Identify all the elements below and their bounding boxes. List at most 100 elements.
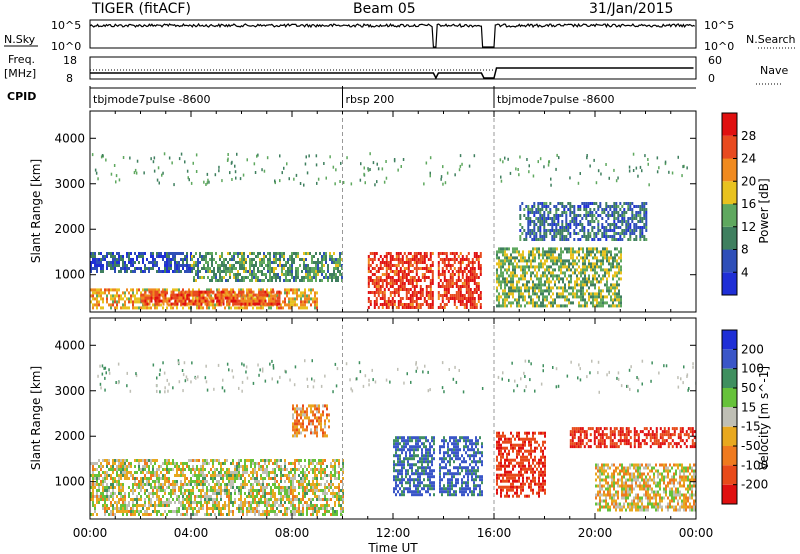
heatmap-cell — [437, 285, 440, 288]
heatmap-cell — [92, 468, 94, 471]
heatmap-cell — [633, 205, 636, 208]
heatmap-cell — [610, 283, 612, 287]
heatmap-cell — [242, 483, 244, 486]
heatmap-cell — [220, 462, 222, 465]
heatmap-cell — [197, 264, 199, 267]
heatmap-cell — [621, 214, 624, 217]
heatmap-cell — [641, 232, 644, 235]
heatmap-cell — [594, 292, 596, 296]
heatmap-cell — [564, 259, 566, 263]
heatmap-cell — [305, 264, 307, 267]
heatmap-cell — [186, 290, 189, 294]
heatmap-cell — [523, 208, 526, 211]
heatmap-cell — [529, 235, 532, 238]
heatmap-cell — [254, 299, 257, 303]
heatmap-cell — [527, 217, 530, 220]
heatmap-cell — [110, 486, 112, 489]
heatmap-cell — [158, 483, 160, 486]
heatmap-cell — [278, 293, 281, 297]
heatmap-cell — [213, 273, 215, 276]
heatmap-cell — [180, 471, 182, 474]
heatmap-cell — [459, 288, 462, 291]
heatmap-cell — [277, 258, 279, 261]
heatmap-cell — [233, 276, 235, 279]
heatmap-cell — [381, 258, 384, 261]
heatmap-cell — [258, 483, 260, 486]
heatmap-cell — [397, 276, 400, 279]
cpid-segment-label: rbsp 200 — [346, 93, 395, 106]
heatmap-cell — [447, 291, 450, 294]
heatmap-cell — [599, 229, 602, 232]
heatmap-cell — [255, 261, 257, 264]
heatmap-cell — [214, 477, 216, 480]
heatmap-cell — [520, 289, 522, 293]
heatmap-cell — [142, 459, 144, 462]
heatmap-cell — [635, 217, 638, 220]
heatmap-cell — [136, 495, 138, 498]
heatmap-cell — [174, 302, 177, 306]
heatmap-cell — [215, 273, 217, 276]
heatmap-cell — [616, 265, 618, 269]
heatmap-cell — [237, 273, 239, 276]
heatmap-cell — [552, 253, 554, 257]
heatmap-cell — [174, 258, 176, 261]
heatmap-cell — [367, 255, 370, 258]
heatmap-cell — [134, 477, 136, 480]
heatmap-cell — [268, 291, 270, 295]
heatmap-cell — [190, 299, 193, 303]
heatmap-cell — [639, 232, 642, 235]
heatmap-cell — [606, 289, 608, 293]
heatmap-cell — [278, 468, 280, 471]
heatmap-cell — [387, 261, 390, 264]
heatmap-cell — [331, 261, 333, 264]
heatmap-cell — [579, 214, 582, 217]
heatmap-cell — [551, 229, 554, 232]
heatmap-cell — [195, 170, 198, 173]
heatmap-cell — [269, 267, 271, 270]
heatmap-cell — [391, 297, 394, 300]
heatmap-cell — [580, 247, 582, 251]
heatmap-cell — [551, 238, 554, 241]
heatmap-cell — [277, 252, 279, 255]
heatmap-cell — [512, 268, 514, 272]
heatmap-cell — [565, 223, 568, 226]
heatmap-cell — [120, 483, 122, 486]
heatmap-cell — [581, 223, 584, 226]
heatmap-cell — [337, 267, 339, 270]
heatmap-cell — [520, 304, 522, 308]
heatmap-cell — [112, 498, 114, 501]
heatmap-cell — [222, 302, 225, 306]
heatmap-cell — [220, 489, 222, 492]
heatmap-cell — [96, 261, 98, 264]
heatmap-cell — [118, 510, 120, 513]
heatmap-cell — [279, 276, 281, 279]
heatmap-cell — [154, 483, 156, 486]
heatmap-cell — [274, 501, 276, 504]
heatmap-cell — [106, 492, 108, 495]
heatmap-cell — [297, 267, 299, 270]
heatmap-cell — [233, 255, 235, 258]
heatmap-cell — [512, 289, 514, 293]
heatmap-cell — [558, 156, 560, 160]
heatmap-cell — [555, 229, 558, 232]
heatmap-cell — [118, 300, 120, 304]
heatmap-cell — [198, 489, 200, 492]
heatmap-cell — [584, 259, 586, 263]
heatmap-cell — [644, 154, 646, 158]
heatmap-cell — [548, 277, 550, 281]
heatmap-cell — [385, 176, 388, 180]
heatmap-cell — [176, 507, 178, 510]
heatmap-cell — [260, 290, 263, 294]
heatmap-cell — [590, 301, 592, 305]
heatmap-cell — [504, 247, 506, 251]
heatmap-cell — [218, 165, 220, 169]
heatmap-cell — [280, 498, 282, 501]
heatmap-cell — [150, 483, 152, 486]
heatmap-cell — [104, 258, 106, 261]
heatmap-cell — [540, 289, 542, 293]
heatmap-cell — [405, 258, 408, 261]
heatmap-cell — [234, 296, 237, 300]
heatmap-cell — [534, 274, 536, 278]
heatmap-cell — [423, 182, 425, 186]
heatmap-cell — [140, 504, 142, 507]
